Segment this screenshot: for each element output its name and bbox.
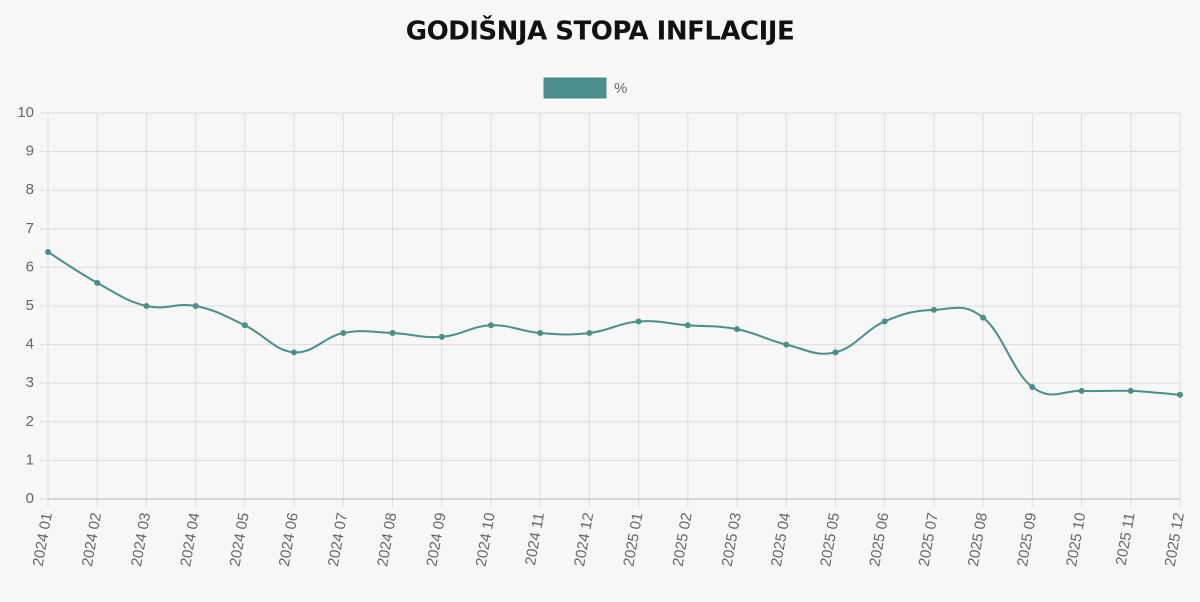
x-tick-label: 2025 09 xyxy=(1014,511,1040,567)
y-tick-label: 7 xyxy=(26,220,34,237)
x-tick-label: 2024 01 xyxy=(30,511,56,567)
data-point xyxy=(586,330,593,337)
data-point xyxy=(980,314,987,321)
y-tick-label: 10 xyxy=(17,104,34,121)
data-point xyxy=(389,330,396,337)
data-point xyxy=(1127,387,1134,394)
legend-swatch xyxy=(543,77,607,99)
data-point xyxy=(45,248,51,255)
x-tick-label: 2024 05 xyxy=(227,511,253,567)
data-point xyxy=(143,303,150,309)
y-tick-label: 3 xyxy=(26,374,34,391)
data-point xyxy=(291,349,298,356)
x-tick-label: 2025 04 xyxy=(768,511,794,567)
data-point xyxy=(438,333,445,340)
x-tick-label: 2025 12 xyxy=(1162,511,1188,567)
x-tick-label: 2025 01 xyxy=(620,511,646,567)
x-tick-label: 2024 08 xyxy=(374,511,400,567)
data-point xyxy=(635,318,642,325)
x-tick-label: 2024 10 xyxy=(473,511,499,567)
x-tick-label: 2024 03 xyxy=(128,511,154,567)
data-point xyxy=(930,306,937,313)
x-tick-label: 2025 08 xyxy=(965,511,991,567)
y-tick-label: 0 xyxy=(26,490,34,507)
x-tick-label: 2025 03 xyxy=(719,511,745,567)
x-tick-label: 2025 11 xyxy=(1113,511,1139,566)
x-tick-label: 2024 11 xyxy=(522,511,548,566)
x-tick-label: 2025 06 xyxy=(866,511,892,567)
y-tick-label: 4 xyxy=(26,336,34,353)
x-tick-label: 2024 07 xyxy=(325,511,351,567)
x-tick-label: 2025 10 xyxy=(1063,511,1089,567)
x-tick-label: 2024 04 xyxy=(177,511,203,567)
legend-label: % xyxy=(614,80,627,97)
series-line xyxy=(47,251,1181,396)
y-tick-label: 5 xyxy=(26,297,34,314)
data-point xyxy=(340,330,347,337)
data-point xyxy=(1078,387,1085,394)
x-tick-label: 2024 06 xyxy=(276,511,302,567)
data-point xyxy=(487,322,494,329)
data-point xyxy=(881,318,888,325)
x-tick-label: 2024 02 xyxy=(79,511,105,567)
x-tick-label: 2024 09 xyxy=(423,511,449,567)
data-point xyxy=(1177,391,1183,398)
data-point xyxy=(241,322,248,329)
data-point xyxy=(832,349,839,356)
x-tick-label: 2025 02 xyxy=(670,511,696,567)
y-tick-label: 9 xyxy=(26,143,34,160)
chart-title: GODIŠNJA STOPA INFLACIJE xyxy=(406,15,795,47)
data-point xyxy=(734,326,741,333)
data-point xyxy=(684,322,691,329)
y-tick-label: 1 xyxy=(26,451,34,468)
data-point xyxy=(537,330,544,337)
y-tick-label: 8 xyxy=(26,181,34,198)
data-point xyxy=(783,341,790,348)
x-tick-label: 2025 07 xyxy=(916,511,942,567)
data-point xyxy=(192,303,199,309)
x-tick-label: 2025 05 xyxy=(817,511,843,567)
y-tick-label: 2 xyxy=(26,413,34,430)
x-tick-label: 2024 12 xyxy=(571,511,597,567)
data-point xyxy=(94,279,101,286)
data-point xyxy=(1029,384,1036,391)
y-tick-label: 6 xyxy=(26,258,34,275)
